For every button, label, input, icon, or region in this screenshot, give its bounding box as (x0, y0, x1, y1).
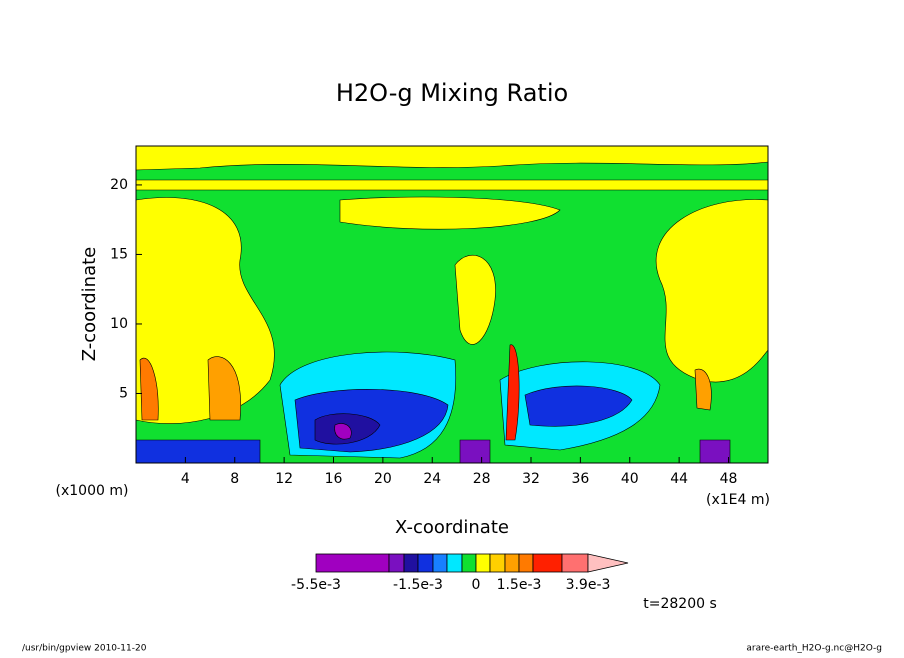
colorbar-segment (532, 553, 563, 573)
x-tick-label: 32 (522, 471, 540, 487)
x-tick-label: 16 (325, 471, 343, 487)
colorbar-segment (561, 553, 589, 573)
y-axis-label: Z-coordinate (79, 247, 100, 362)
x-tick-label: 20 (374, 471, 392, 487)
x-tick-label: 48 (720, 471, 738, 487)
colorbar-segment (504, 553, 520, 573)
footer-right: arare-earth_H2O-g.nc@H2O-g (746, 644, 882, 654)
x-axis-label: X-coordinate (395, 517, 509, 538)
y-tick-label: 15 (110, 246, 128, 262)
colorbar-segment (403, 553, 419, 573)
footer-left: /usr/bin/gpview 2010-11-20 (22, 644, 147, 654)
x-tick-label: 40 (621, 471, 639, 487)
y-tick-label: 20 (110, 177, 128, 193)
colorbar-tick-label: 1.5e-3 (497, 577, 542, 593)
x-tick-label: 12 (275, 471, 293, 487)
colorbar-tick-label: 3.9e-3 (566, 577, 611, 593)
colorbar-segment (489, 553, 506, 573)
colorbar-segment (388, 553, 405, 573)
colorbar-tick-label: -5.5e-3 (291, 577, 341, 593)
x-tick-label: 8 (230, 471, 239, 487)
x-tick-label: 24 (423, 471, 441, 487)
colorbar-segment (417, 553, 434, 573)
time-label: t=28200 s (643, 596, 717, 612)
colorbar-extension (587, 553, 629, 573)
x-tick-label: 44 (670, 471, 688, 487)
colorbar-segment (446, 553, 463, 573)
x-tick-label: 4 (181, 471, 190, 487)
colorbar-segment (518, 553, 534, 573)
colorbar-segment (461, 553, 477, 573)
contour-field (135, 145, 769, 464)
x-tick-label: 36 (571, 471, 589, 487)
plot-frame (135, 145, 769, 464)
colorbar-tick-label: 0 (472, 577, 481, 593)
y-tick-label: 10 (110, 316, 128, 332)
chart-title: H2O-g Mixing Ratio (336, 79, 568, 107)
colorbar-segment (475, 553, 491, 573)
colorbar-segment (315, 553, 390, 573)
x-tick-label: 28 (473, 471, 491, 487)
y-unit-label: (x1000 m) (56, 483, 129, 499)
colorbar-tick-label: -1.5e-3 (393, 577, 443, 593)
colorbar-segment (432, 553, 448, 573)
x-unit-label: (x1E4 m) (706, 492, 770, 508)
y-tick-label: 5 (119, 385, 128, 401)
